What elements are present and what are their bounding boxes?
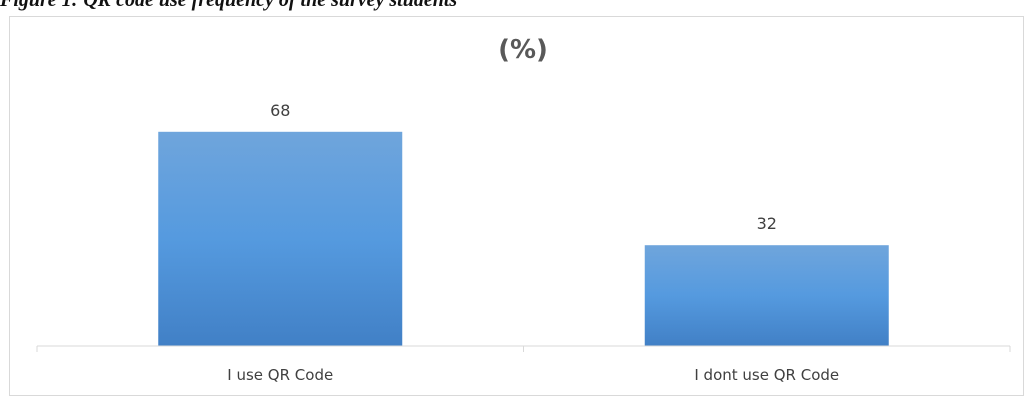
figure-caption: Figure 1: QR code use frequency of the s… <box>0 0 1032 16</box>
x-axis-labels: I use QR Code I dont use QR Code <box>227 366 839 384</box>
data-label-1: 68 <box>270 101 290 120</box>
chart-title: (%) <box>498 35 548 65</box>
x-tick-label-1: I use QR Code <box>227 366 333 384</box>
x-tick-label-2: I dont use QR Code <box>694 366 839 384</box>
bar-1 <box>158 131 403 346</box>
figure-caption-text: Figure 1: QR code use frequency of the s… <box>0 0 458 11</box>
x-axis-ticks <box>36 346 1011 352</box>
bars-group: 68 32 <box>158 101 889 346</box>
data-label-2: 32 <box>757 214 777 233</box>
bar-2 <box>644 245 889 346</box>
